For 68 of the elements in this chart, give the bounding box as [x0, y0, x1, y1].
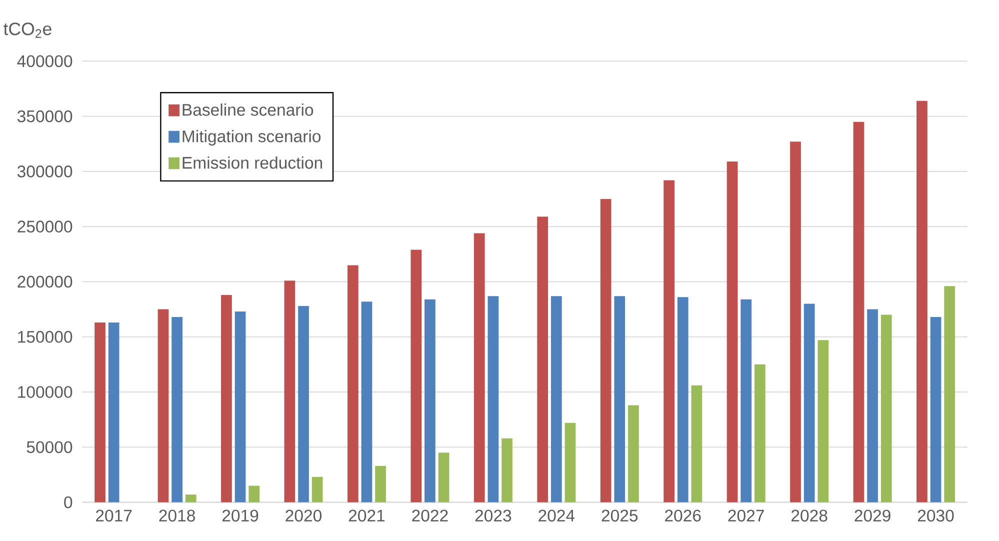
legend-label: Mitigation scenario	[182, 130, 321, 146]
bar	[691, 385, 702, 502]
x-tick-label: 2022	[412, 510, 448, 522]
bar	[158, 309, 169, 502]
x-tick-label: 2017	[96, 510, 132, 522]
x-tick-label: 2027	[728, 510, 764, 522]
bar	[488, 296, 499, 502]
bar	[108, 322, 120, 502]
bar	[726, 162, 738, 502]
x-tick-label: 2026	[665, 510, 701, 522]
bar	[185, 494, 196, 502]
bar	[614, 296, 626, 502]
x-tick-label: 2029	[854, 510, 890, 522]
bar	[867, 309, 878, 502]
y-tick-label: 0	[64, 496, 72, 508]
bar	[818, 340, 829, 502]
bar	[284, 280, 296, 502]
bar	[94, 322, 106, 502]
bar	[221, 295, 232, 502]
bar	[234, 312, 246, 502]
bar	[740, 299, 752, 502]
bar	[930, 317, 942, 502]
bar	[853, 122, 864, 502]
legend-label: Baseline scenario	[182, 104, 314, 116]
bar	[537, 216, 548, 502]
bar	[600, 199, 612, 502]
bar	[248, 486, 260, 502]
y-tick-label: 250000	[18, 220, 72, 233]
legend-label: Emission reduction	[182, 156, 322, 169]
bar	[312, 477, 323, 502]
x-tick-label: 2019	[222, 510, 258, 522]
bar	[664, 180, 674, 502]
y-tick-label: 350000	[17, 110, 72, 122]
y-tick-label: 200000	[18, 276, 72, 288]
bar	[502, 438, 512, 502]
bar	[361, 302, 372, 502]
bar	[944, 286, 956, 502]
x-tick-label: 2018	[159, 510, 195, 522]
bar	[677, 297, 688, 502]
bar	[754, 364, 766, 502]
bar	[916, 100, 928, 502]
bar	[410, 250, 422, 502]
x-tick-label: 2030	[918, 510, 954, 522]
y-tick-label: 150000	[18, 331, 72, 343]
y-tick-label: 50000	[26, 441, 72, 454]
y-tick-label: 300000	[17, 166, 72, 178]
bar	[172, 317, 182, 502]
bar	[424, 299, 436, 502]
x-tick-label: 2024	[538, 510, 575, 522]
bar	[628, 405, 639, 502]
bar	[474, 233, 485, 502]
bar	[438, 452, 450, 502]
bar	[880, 314, 892, 502]
y-tick-label: 100000	[18, 386, 72, 398]
bar	[375, 466, 386, 502]
y-axis-title: tCO$_{2}$e	[4, 22, 52, 38]
bar	[550, 296, 562, 502]
bar	[298, 306, 309, 502]
x-tick-label: 2028	[792, 510, 828, 522]
x-tick-label: 2025	[602, 510, 638, 522]
x-tick-label: 2020	[286, 510, 322, 522]
x-tick-label: 2023	[475, 510, 512, 522]
bar	[790, 142, 801, 502]
bar	[804, 304, 815, 502]
bar	[564, 422, 576, 502]
y-tick-label: 400000	[17, 55, 72, 68]
x-tick-label: 2021	[348, 510, 385, 522]
bar	[347, 265, 358, 502]
